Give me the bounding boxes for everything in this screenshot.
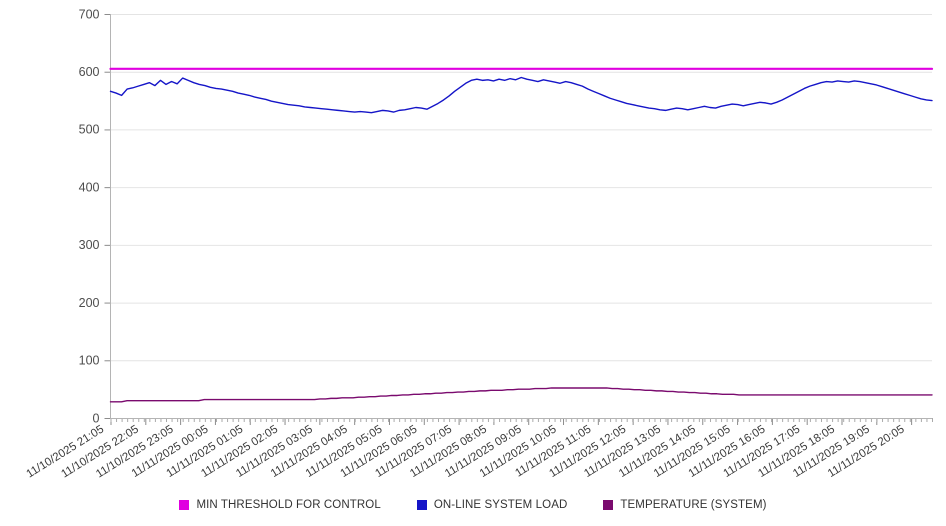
legend-label: TEMPERATURE (SYSTEM) xyxy=(620,499,767,511)
y-axis-tick-label: 700 xyxy=(79,7,100,21)
y-axis-tick-label: 100 xyxy=(79,354,100,368)
legend-swatch-icon xyxy=(603,500,614,510)
y-axis-tick-label: 300 xyxy=(79,238,100,252)
y-axis-tick-label: 0 xyxy=(93,411,100,425)
y-axis-tick-label: 200 xyxy=(79,296,100,310)
y-axis-tick-label: 600 xyxy=(79,65,100,79)
x-axis-ticks-group xyxy=(110,418,913,425)
legend-swatch-icon xyxy=(416,500,427,510)
data-series-group xyxy=(109,67,934,403)
series-line xyxy=(109,387,933,403)
gridlines-group xyxy=(110,14,932,362)
y-axis-ticks-group xyxy=(104,14,111,419)
chart-legend: MIN THRESHOLD FOR CONTROL ON-LINE SYSTEM … xyxy=(0,494,946,516)
legend-swatch-icon xyxy=(179,500,190,510)
legend-item[interactable]: MIN THRESHOLD FOR CONTROL xyxy=(179,499,381,511)
y-axis-tick-label: 400 xyxy=(79,180,100,194)
y-axis-labels-group: 0 100 200 300 400 500 600 700 xyxy=(79,7,100,425)
legend-label: MIN THRESHOLD FOR CONTROL xyxy=(196,499,381,511)
y-axis-tick-label: 500 xyxy=(79,123,100,137)
series-line xyxy=(109,76,933,114)
legend-label: ON-LINE SYSTEM LOAD xyxy=(433,499,568,511)
legend-item[interactable]: ON-LINE SYSTEM LOAD xyxy=(416,499,568,511)
legend-item[interactable]: TEMPERATURE (SYSTEM) xyxy=(603,499,766,511)
